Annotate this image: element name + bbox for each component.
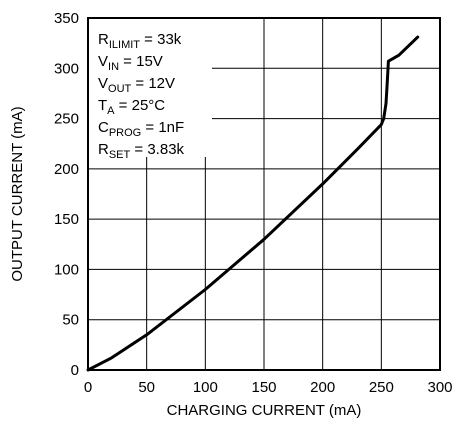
annotation-line: RILIMIT = 33k <box>98 31 182 51</box>
annotation-line: VIN = 15V <box>98 53 163 73</box>
plot-frame <box>87 17 441 371</box>
y-tick-label: 0 <box>71 362 79 379</box>
y-tick-label: 250 <box>54 111 79 128</box>
x-tick-label: 0 <box>84 379 92 396</box>
y-tick-label: 150 <box>54 211 79 228</box>
x-tick-labels: 0 50 100 150 200 250 300 <box>84 379 453 396</box>
x-tick-label: 250 <box>369 379 394 396</box>
y-tick-label: 100 <box>54 261 79 278</box>
y-tick-label: 50 <box>62 312 79 329</box>
y-tick-label: 300 <box>54 60 79 77</box>
x-tick-label: 100 <box>193 379 218 396</box>
y-axis-title: OUTPUT CURRENT (mA) <box>9 106 26 281</box>
y-tick-labels: 0 50 100 150 200 250 300 350 <box>54 10 79 379</box>
annotation-line: CPROG = 1nF <box>98 119 184 139</box>
annotation-line: VOUT = 12V <box>98 75 175 95</box>
x-tick-label: 150 <box>251 379 276 396</box>
annotation-line: RSET = 3.83k <box>98 141 185 161</box>
grid <box>87 17 441 371</box>
x-tick-label: 300 <box>427 379 452 396</box>
x-tick-label: 200 <box>310 379 335 396</box>
x-tick-label: 50 <box>138 379 155 396</box>
series-line <box>86 35 420 372</box>
y-tick-label: 200 <box>54 161 79 178</box>
y-tick-label: 350 <box>54 10 79 27</box>
annotation-background <box>89 19 212 157</box>
annotation-line: TA = 25°C <box>98 97 165 117</box>
x-axis-title: CHARGING CURRENT (mA) <box>167 402 362 419</box>
